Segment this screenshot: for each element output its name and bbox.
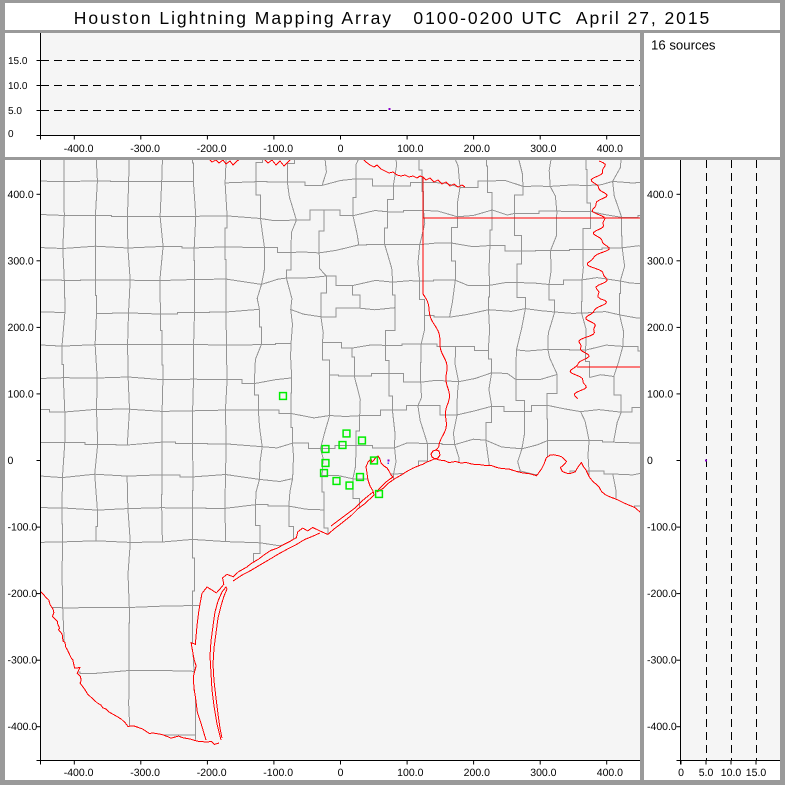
svg-text:400.0: 400.0 — [647, 189, 673, 201]
svg-text:400.0: 400.0 — [597, 143, 623, 155]
svg-text:16 sources: 16 sources — [651, 38, 716, 53]
svg-text:300.0: 300.0 — [530, 143, 556, 155]
svg-text:-300.0: -300.0 — [647, 655, 677, 667]
svg-text:10.0: 10.0 — [8, 81, 28, 92]
svg-text:5.0: 5.0 — [699, 767, 714, 779]
svg-text:-400.0: -400.0 — [64, 143, 94, 155]
svg-text:200.0: 200.0 — [464, 143, 490, 155]
svg-text:-400.0: -400.0 — [8, 721, 38, 733]
svg-text:400.0: 400.0 — [8, 189, 34, 201]
svg-text:Houston Lightning Mapping Arra: Houston Lightning Mapping Array 0100-020… — [74, 8, 711, 28]
svg-text:100.0: 100.0 — [8, 388, 34, 400]
svg-text:-300.0: -300.0 — [8, 655, 38, 667]
svg-text:-200.0: -200.0 — [197, 767, 227, 779]
svg-text:15.0: 15.0 — [8, 56, 28, 67]
svg-text:-100.0: -100.0 — [8, 522, 38, 534]
svg-text:0: 0 — [8, 455, 14, 467]
svg-text:10.0: 10.0 — [721, 767, 742, 779]
svg-text:100.0: 100.0 — [397, 767, 423, 779]
svg-text:0: 0 — [338, 767, 344, 779]
svg-text:300.0: 300.0 — [8, 255, 34, 267]
svg-text:0: 0 — [338, 143, 344, 155]
svg-text:5.0: 5.0 — [8, 106, 22, 117]
svg-text:-400.0: -400.0 — [647, 721, 677, 733]
svg-text:-200.0: -200.0 — [8, 588, 38, 600]
svg-text:300.0: 300.0 — [530, 767, 556, 779]
svg-text:-400.0: -400.0 — [64, 767, 94, 779]
svg-text:15.0: 15.0 — [746, 767, 767, 779]
svg-text:200.0: 200.0 — [8, 322, 34, 334]
svg-text:0: 0 — [678, 767, 684, 779]
svg-text:-300.0: -300.0 — [130, 767, 160, 779]
svg-text:300.0: 300.0 — [647, 255, 673, 267]
svg-text:200.0: 200.0 — [647, 322, 673, 334]
svg-text:0: 0 — [8, 129, 14, 140]
svg-text:-100.0: -100.0 — [263, 143, 293, 155]
svg-text:-300.0: -300.0 — [130, 143, 160, 155]
svg-text:200.0: 200.0 — [464, 767, 490, 779]
svg-text:-200.0: -200.0 — [647, 588, 677, 600]
svg-text:400.0: 400.0 — [597, 767, 623, 779]
svg-text:100.0: 100.0 — [647, 388, 673, 400]
svg-text:-100.0: -100.0 — [647, 522, 677, 534]
svg-text:0: 0 — [647, 455, 653, 467]
svg-text:-200.0: -200.0 — [197, 143, 227, 155]
svg-text:100.0: 100.0 — [397, 143, 423, 155]
svg-text:-100.0: -100.0 — [263, 767, 293, 779]
